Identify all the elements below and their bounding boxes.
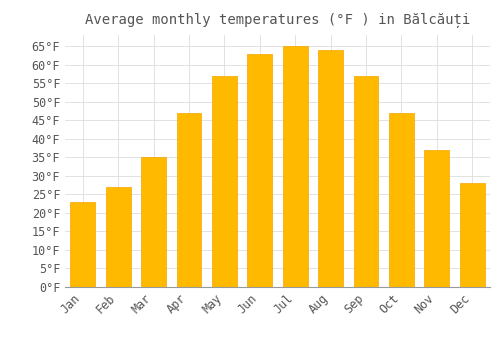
Bar: [424, 150, 450, 287]
Bar: [318, 50, 343, 287]
Bar: [460, 183, 484, 287]
Bar: [106, 187, 130, 287]
Bar: [283, 46, 308, 287]
Bar: [389, 113, 414, 287]
Bar: [248, 54, 272, 287]
Bar: [212, 76, 237, 287]
Bar: [354, 76, 378, 287]
Bar: [141, 157, 166, 287]
Title: Average monthly temperatures (°F ) in Bălcăuți: Average monthly temperatures (°F ) in Bă…: [85, 13, 470, 28]
Bar: [70, 202, 95, 287]
Bar: [176, 113, 202, 287]
